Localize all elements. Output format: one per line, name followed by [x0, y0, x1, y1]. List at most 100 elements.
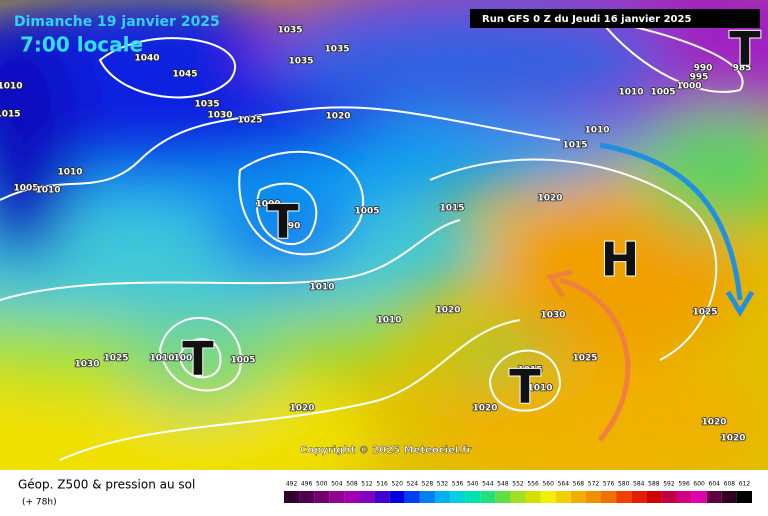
pressure-center: T — [267, 195, 299, 249]
colorbar-swatch — [706, 491, 722, 503]
isobar — [0, 106, 561, 201]
flow-arrow-head — [545, 269, 573, 298]
isobar-label: 1010 — [309, 283, 334, 293]
colorbar-label: 592 — [663, 481, 675, 488]
isobar-label: 1040 — [134, 54, 159, 64]
colorbar-swatch — [329, 491, 345, 503]
date: Dimanche 19 janvier 2025 — [14, 14, 220, 30]
isobar-label: 1000 — [173, 354, 198, 364]
colorbar-swatch — [570, 491, 586, 503]
isobar-label: 1015 — [517, 366, 542, 376]
colorbar-label: 588 — [648, 481, 660, 488]
time: 7:00 locale — [20, 33, 143, 57]
colorbar-swatch — [540, 491, 556, 503]
colorbar-label: 528 — [422, 481, 434, 488]
colorbar-label: 504 — [331, 481, 343, 488]
colorbar-label: 500 — [316, 481, 328, 488]
isobar-label: 1015 — [0, 110, 21, 120]
isobar-label: 1035 — [324, 45, 349, 55]
isobar-label: 1020 — [720, 434, 745, 444]
colorbar-label: 604 — [709, 481, 721, 488]
colorbar-label: 492 — [286, 481, 298, 488]
colorbar-label: 552 — [512, 481, 524, 488]
flow-arrow — [599, 142, 743, 301]
isobar-label: 1020 — [435, 306, 460, 316]
colorbar-label: 548 — [497, 481, 509, 488]
isobar-label: 990 — [694, 64, 713, 74]
colorbar-label: 600 — [693, 481, 705, 488]
colorbar-swatch — [601, 491, 617, 503]
colorbar-label: 556 — [527, 481, 539, 488]
isobar-label: 1020 — [537, 194, 562, 204]
colorbar-swatch — [676, 491, 692, 503]
colorbar-label: 568 — [573, 481, 585, 488]
isobar — [98, 37, 237, 99]
colorbar-swatch — [344, 491, 360, 503]
copyright: Copyright © 2025 Meteociel.fr — [300, 445, 471, 456]
isobar-label: 1020 — [701, 418, 726, 428]
isobar-label: 1030 — [207, 111, 232, 121]
colorbar-swatch — [736, 491, 752, 503]
isobar-label: 1025 — [237, 116, 262, 126]
colorbar: 492 496 500 504 508 512 516 520 524 528 532 536 540 5… — [284, 481, 752, 503]
isobar-label: 1045 — [172, 70, 197, 80]
isobar — [0, 219, 461, 301]
colorbar-swatch — [434, 491, 451, 503]
flow-arrow — [559, 277, 631, 442]
colorbar-swatch — [631, 491, 647, 503]
isobar-label: 1005 — [230, 356, 255, 366]
colorbar-label: 544 — [482, 481, 494, 488]
colorbar-swatch — [646, 491, 662, 503]
isobar-label: 1000 — [676, 82, 701, 92]
isobar-label: 1010 — [376, 316, 401, 326]
run-box — [470, 9, 760, 28]
isobar-label: 1015 — [562, 141, 587, 151]
isobar-label: 985 — [733, 64, 752, 74]
colorbar-swatch — [721, 491, 737, 503]
colorbar-swatch — [495, 491, 511, 503]
isobar-label: 1035 — [194, 100, 219, 110]
isobar-label: 1005 — [650, 88, 675, 98]
colorbar-label: 520 — [391, 481, 403, 488]
colorbar-swatch — [480, 491, 496, 503]
isobar-label: 1020 — [325, 112, 350, 122]
colorbar-label: 508 — [346, 481, 358, 488]
isobar-label: 1010 — [149, 354, 174, 364]
colorbar-label: 512 — [361, 481, 373, 488]
colorbar-swatch — [284, 491, 300, 503]
colorbar-label: 524 — [407, 481, 419, 488]
isobar-label: 1030 — [74, 360, 99, 370]
pressure-center: T — [729, 22, 761, 76]
isobar-label: 1020 — [289, 404, 314, 414]
pressure-center: T — [182, 332, 214, 386]
colorbar-label: 572 — [588, 481, 600, 488]
colorbar-label: 564 — [558, 481, 570, 488]
isobar-label: 1010 — [584, 126, 609, 136]
colorbar-label: 540 — [467, 481, 479, 488]
colorbar-label: 532 — [437, 481, 449, 488]
isobars — [0, 18, 744, 461]
colorbar-swatch — [450, 491, 466, 503]
colorbar-label: 576 — [603, 481, 615, 488]
isobar-label: 990 — [282, 222, 301, 232]
isobar-label: 1010 — [527, 384, 552, 394]
colorbar-swatch — [555, 491, 571, 503]
run-info: Run GFS 0 Z du Jeudi 16 janvier 2025 — [482, 14, 691, 25]
legend-lead: (+ 78h) — [22, 498, 57, 508]
colorbar-label: 516 — [376, 481, 388, 488]
isobar — [178, 338, 222, 379]
colorbar-label: 608 — [724, 481, 736, 488]
colorbar-swatch — [616, 491, 632, 503]
colorbar-swatch — [525, 491, 541, 503]
colorbar-label: 560 — [542, 481, 554, 488]
isobar-label: 1010 — [57, 168, 82, 178]
isobar-label: 1010 — [35, 186, 60, 196]
colorbar-label: 496 — [301, 481, 313, 488]
pressure-center: H — [601, 233, 640, 287]
colorbar-label: 612 — [739, 481, 751, 488]
colorbar-swatch — [314, 491, 330, 503]
colorbar-swatch — [661, 491, 677, 503]
